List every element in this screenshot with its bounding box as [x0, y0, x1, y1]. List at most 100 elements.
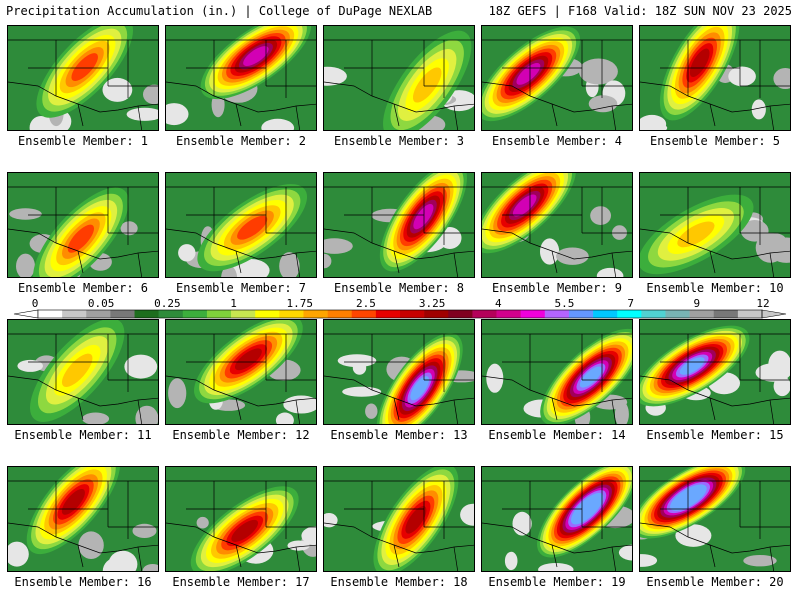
member-label: Ensemble Member: 18	[330, 575, 468, 589]
precip-contour	[679, 357, 705, 375]
precip-map	[8, 26, 158, 130]
precip-contour	[512, 194, 537, 217]
state-boundary	[709, 544, 716, 568]
member-map-panel	[165, 466, 317, 572]
colorbar-swatch	[206, 310, 232, 318]
colorbar-tick-label: 7	[627, 297, 634, 310]
member-label: Ensemble Member: 15	[646, 428, 784, 442]
colorbar-tick-label: 0	[31, 297, 39, 310]
dry-area	[143, 84, 158, 105]
precip-map	[166, 320, 316, 424]
state-boundary	[611, 105, 617, 130]
colorbar-tick-label: 1.75	[286, 297, 313, 310]
state-boundary	[77, 103, 84, 127]
colorbar-swatch	[303, 310, 328, 318]
precip-map	[166, 184, 316, 277]
precip-map	[8, 467, 158, 571]
state-boundary	[640, 228, 790, 260]
colorbar-swatch	[327, 310, 353, 318]
member-label: Ensemble Member: 3	[333, 134, 465, 148]
member-map-panel	[7, 25, 159, 131]
state-boundary	[166, 228, 316, 260]
colorbar-swatch	[110, 310, 135, 318]
precip-map	[640, 325, 790, 424]
state-boundary	[324, 81, 474, 113]
member-label: Ensemble Member: 13	[330, 428, 468, 442]
state-boundary	[551, 250, 558, 274]
dry-area	[78, 531, 104, 559]
state-boundary	[295, 105, 301, 130]
member-map-panel	[481, 172, 633, 278]
colorbar-swatch	[472, 310, 497, 318]
state-boundary	[611, 546, 617, 571]
state-boundary	[77, 397, 84, 421]
member-map-panel	[165, 319, 317, 425]
dry-area	[102, 77, 133, 102]
state-boundary	[8, 228, 158, 260]
member-label: Ensemble Member: 14	[488, 428, 626, 442]
colorbar-swatch	[689, 310, 715, 318]
colorbar-tick-label: 1	[230, 297, 237, 310]
state-boundary	[551, 397, 558, 421]
state-boundary	[77, 544, 84, 568]
state-boundary	[166, 81, 316, 113]
precip-contour	[676, 488, 701, 507]
dry-area	[178, 244, 196, 262]
run-info: 18Z GEFS | F168 Valid: 18Z SUN NOV 23 20…	[488, 4, 792, 18]
state-boundary	[640, 375, 790, 407]
state-boundary	[295, 546, 301, 571]
colorbar-swatch	[665, 310, 690, 318]
dry-area	[588, 95, 618, 113]
member-map-panel	[481, 319, 633, 425]
precip-map	[324, 467, 474, 571]
precip-contour	[61, 488, 85, 515]
colorbar-swatch	[182, 310, 208, 318]
colorbar-swatch	[351, 310, 377, 318]
dry-area	[261, 118, 295, 130]
state-boundary	[235, 250, 242, 274]
state-boundary	[166, 375, 316, 407]
member-label: Ensemble Member: 8	[333, 281, 465, 295]
colorbar-swatch	[424, 310, 449, 318]
colorbar-swatch	[448, 310, 473, 318]
colorbar-swatch	[62, 310, 87, 318]
dry-area	[342, 386, 382, 397]
precip-contour	[71, 53, 98, 82]
member-map-panel	[639, 172, 791, 278]
colorbar-swatch	[279, 310, 304, 318]
state-boundary	[709, 250, 716, 274]
member-label: Ensemble Member: 17	[172, 575, 310, 589]
state-boundary	[295, 252, 301, 277]
dry-area	[283, 395, 316, 414]
precip-contour	[677, 221, 715, 248]
member-label: Ensemble Member: 9	[491, 281, 623, 295]
state-boundary	[393, 544, 400, 568]
state-boundary	[137, 546, 143, 571]
colorbar-max-arrow	[761, 309, 787, 319]
colorbar-swatch	[86, 310, 111, 318]
state-boundary	[235, 397, 242, 421]
dry-area	[743, 555, 777, 567]
precip-contour	[689, 48, 710, 78]
state-boundary	[611, 252, 617, 277]
colorbar-tick-label: 0.05	[87, 297, 115, 310]
member-map-panel	[7, 172, 159, 278]
member-map-panel	[481, 25, 633, 131]
dry-area	[102, 557, 130, 571]
member-label: Ensemble Member: 4	[491, 134, 623, 148]
dry-area	[82, 412, 110, 424]
dry-area	[135, 405, 158, 424]
colorbar-swatch	[400, 310, 425, 318]
dry-area	[275, 412, 294, 424]
state-boundary	[166, 522, 316, 554]
member-label: Ensemble Member: 16	[14, 575, 152, 589]
colorbar-swatch	[231, 310, 256, 318]
colorbar-swatch	[617, 310, 642, 318]
state-boundary	[235, 103, 242, 127]
member-map-panel	[165, 25, 317, 131]
state-boundary	[482, 375, 632, 407]
member-map-panel	[323, 172, 475, 278]
dry-area	[324, 253, 332, 269]
colorbar-swatch	[134, 310, 159, 318]
dry-area	[612, 225, 627, 240]
